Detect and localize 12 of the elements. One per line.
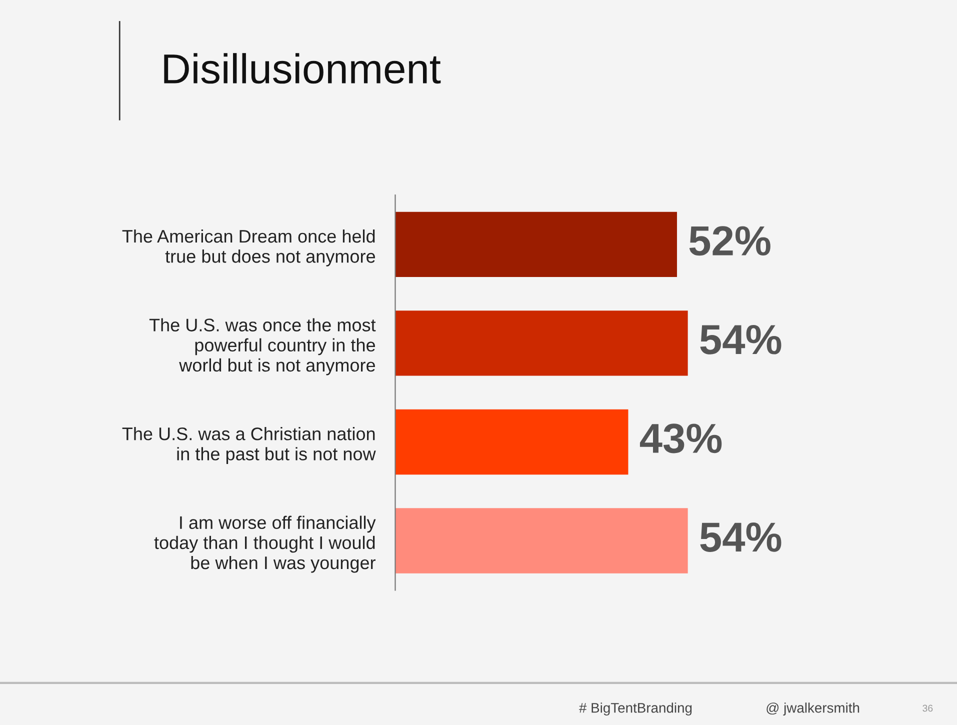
text: 36	[922, 704, 933, 712]
text: @ jwalkersmith	[766, 702, 860, 716]
y-tick-label: The American Dream once held true but does not anymore	[122, 229, 376, 266]
text: # BigTentBranding	[579, 702, 692, 716]
y-tick-label: The U.S. was a Christian nation in the past but is not now	[122, 427, 376, 464]
data-label: 52%	[689, 226, 770, 256]
y-tick-label: The U.S. was once the most powerful country in the world but is not anymore	[149, 318, 376, 376]
data-label: 43%	[640, 424, 722, 454]
chart-title: Disillusionment	[164, 53, 441, 84]
data-label: 54%	[700, 324, 782, 354]
data-label: 54%	[700, 522, 782, 552]
y-tick-label: I am worse off financially today than I thought I would be when I was younger	[154, 516, 376, 573]
